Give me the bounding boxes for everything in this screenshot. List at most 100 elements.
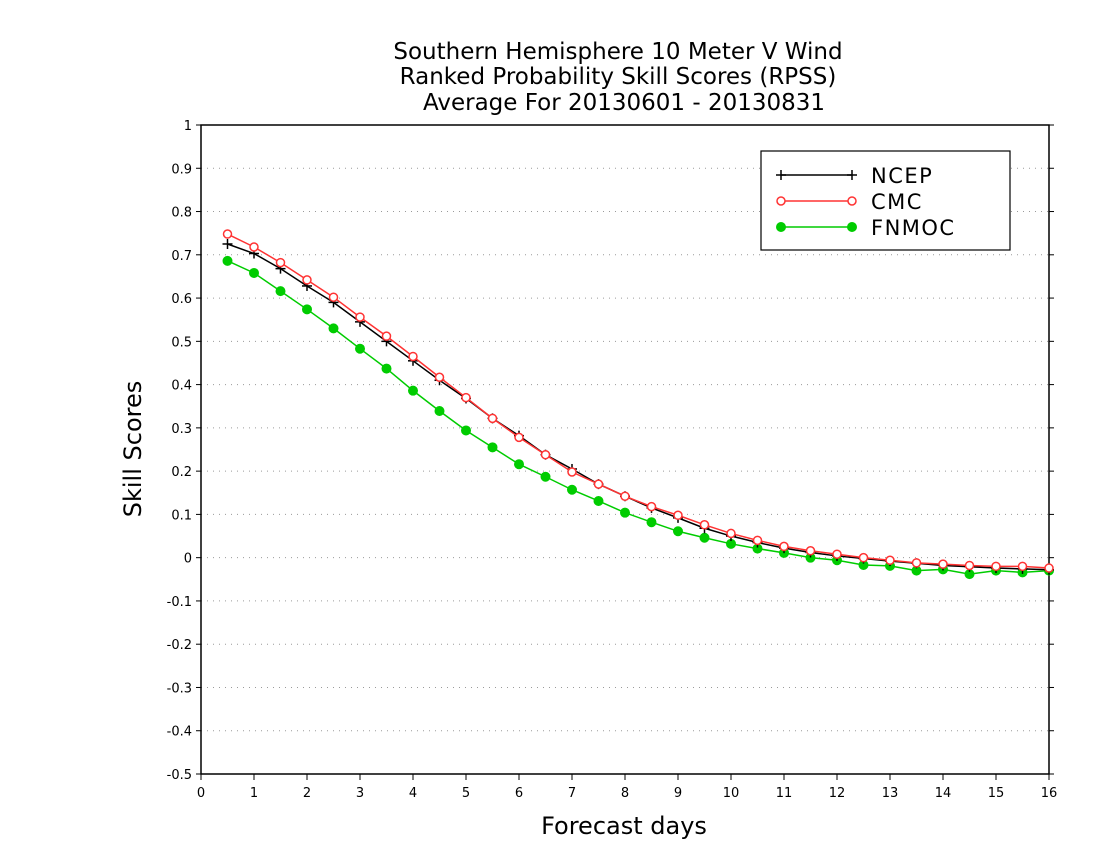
data-point-cmc xyxy=(885,555,895,566)
y-tick-label: -0.1 xyxy=(167,595,192,610)
data-point-fnmoc xyxy=(460,425,471,436)
x-tick-label: 5 xyxy=(462,786,470,801)
data-point-cmc xyxy=(964,560,975,571)
legend-marker-start-ncep xyxy=(776,170,786,180)
series-cmc xyxy=(222,229,1054,573)
y-tick-label: -0.5 xyxy=(167,768,192,783)
x-tick-label: 0 xyxy=(197,786,205,801)
y-tick-label: 0.7 xyxy=(171,249,192,264)
x-tick-label: 6 xyxy=(515,786,523,801)
series-line-ncep xyxy=(227,243,1050,571)
data-point-cmc xyxy=(699,520,710,530)
data-point-cmc xyxy=(355,312,365,322)
y-tick-label: 0.5 xyxy=(171,335,192,350)
data-point-fnmoc xyxy=(593,495,604,506)
y-tick-label: -0.4 xyxy=(167,725,192,740)
x-tick-label: 13 xyxy=(882,786,899,801)
data-point-cmc xyxy=(487,413,498,424)
y-tick-label: 0.4 xyxy=(171,379,192,394)
data-point-cmc xyxy=(1044,563,1054,573)
x-tick-label: 8 xyxy=(621,786,629,801)
y-tick-label: 0 xyxy=(184,552,192,567)
data-point-cmc xyxy=(991,561,1001,572)
x-tick-label: 10 xyxy=(723,786,740,801)
data-point-cmc xyxy=(620,491,630,501)
data-point-cmc xyxy=(461,392,471,403)
data-point-cmc xyxy=(408,351,418,362)
y-tick-label: -0.2 xyxy=(167,638,192,653)
title-line-2: Ranked Probability Skill Scores (RPSS) xyxy=(400,64,837,90)
data-point-cmc xyxy=(779,541,789,552)
data-point-fnmoc xyxy=(673,526,684,537)
data-point-cmc xyxy=(938,559,948,569)
legend-label-ncep: NCEP xyxy=(871,164,933,188)
data-point-fnmoc xyxy=(434,405,445,416)
data-point-fnmoc xyxy=(328,323,339,334)
data-point-cmc xyxy=(381,331,392,341)
data-point-fnmoc xyxy=(514,459,525,470)
legend-marker-end-ncep xyxy=(847,170,857,180)
x-tick-label: 2 xyxy=(303,786,311,801)
data-point-cmc xyxy=(434,372,445,382)
legend-marker-start-cmc xyxy=(776,196,786,206)
data-point-fnmoc xyxy=(540,471,551,482)
chart-title: Southern Hemisphere 10 Meter V Wind Rank… xyxy=(393,39,842,116)
data-point-fnmoc xyxy=(248,267,259,278)
data-point-cmc xyxy=(858,552,869,563)
series xyxy=(222,229,1055,580)
grid xyxy=(201,167,1049,732)
data-point-fnmoc xyxy=(354,343,365,354)
x-tick-label: 15 xyxy=(988,786,1005,801)
data-point-fnmoc xyxy=(620,507,631,518)
series-ncep xyxy=(222,238,1054,575)
legend-box xyxy=(760,150,1011,251)
x-tick-label: 3 xyxy=(356,786,364,801)
data-point-fnmoc xyxy=(381,363,392,374)
data-point-fnmoc xyxy=(646,517,657,528)
legend-item-ncep: NCEP xyxy=(776,164,933,188)
legend-marker-end-cmc xyxy=(847,196,857,206)
data-point-cmc xyxy=(328,292,339,302)
x-tick-label: 4 xyxy=(409,786,417,801)
legend-item-cmc: CMC xyxy=(776,190,923,214)
data-point-fnmoc xyxy=(275,286,286,297)
x-tick-label: 9 xyxy=(674,786,682,801)
x-tick-label: 11 xyxy=(776,786,793,801)
data-point-fnmoc xyxy=(567,484,578,495)
data-point-cmc xyxy=(302,275,312,285)
series-line-fnmoc xyxy=(227,260,1050,575)
data-point-cmc xyxy=(1017,561,1028,572)
data-point-cmc xyxy=(646,501,657,512)
y-tick-label: 0.1 xyxy=(171,508,192,523)
x-tick-label: 16 xyxy=(1041,786,1058,801)
legend-label-fnmoc: FNMOC xyxy=(871,216,956,240)
axes: 1 0.9 0.8 0.7 0.6 0.5 0.4 0.3 0.2 0.1 0 -0.1 -0.2 -0.… xyxy=(167,119,1058,801)
legend-item-fnmoc: FNMOC xyxy=(776,216,956,240)
y-tick-label: 0.8 xyxy=(171,206,192,221)
y-tick-label: 0.3 xyxy=(171,422,192,437)
x-tick-label: 1 xyxy=(250,786,258,801)
data-point-fnmoc xyxy=(222,255,233,266)
data-point-fnmoc xyxy=(301,304,312,315)
data-point-ncep xyxy=(222,238,233,249)
x-axis-label: Forecast days xyxy=(541,812,707,840)
y-tick-label: 0.9 xyxy=(171,162,192,177)
data-point-cmc xyxy=(593,479,604,489)
legend-marker-end-fnmoc xyxy=(847,221,858,232)
series-fnmoc xyxy=(222,255,1055,580)
y-tick-label: 1 xyxy=(184,119,192,134)
data-point-cmc xyxy=(911,558,922,568)
y-tick-label: 0.2 xyxy=(171,465,192,480)
legend-label-cmc: CMC xyxy=(871,190,923,214)
y-tick-label: -0.3 xyxy=(167,681,192,696)
x-tick-label: 14 xyxy=(935,786,952,801)
data-point-fnmoc xyxy=(699,532,710,543)
data-point-fnmoc xyxy=(407,385,418,396)
data-point-cmc xyxy=(726,528,736,539)
data-point-cmc xyxy=(275,257,286,268)
title-line-1: Southern Hemisphere 10 Meter V Wind xyxy=(393,39,842,65)
x-tick-label: 7 xyxy=(568,786,576,801)
x-tick-label: 12 xyxy=(829,786,846,801)
